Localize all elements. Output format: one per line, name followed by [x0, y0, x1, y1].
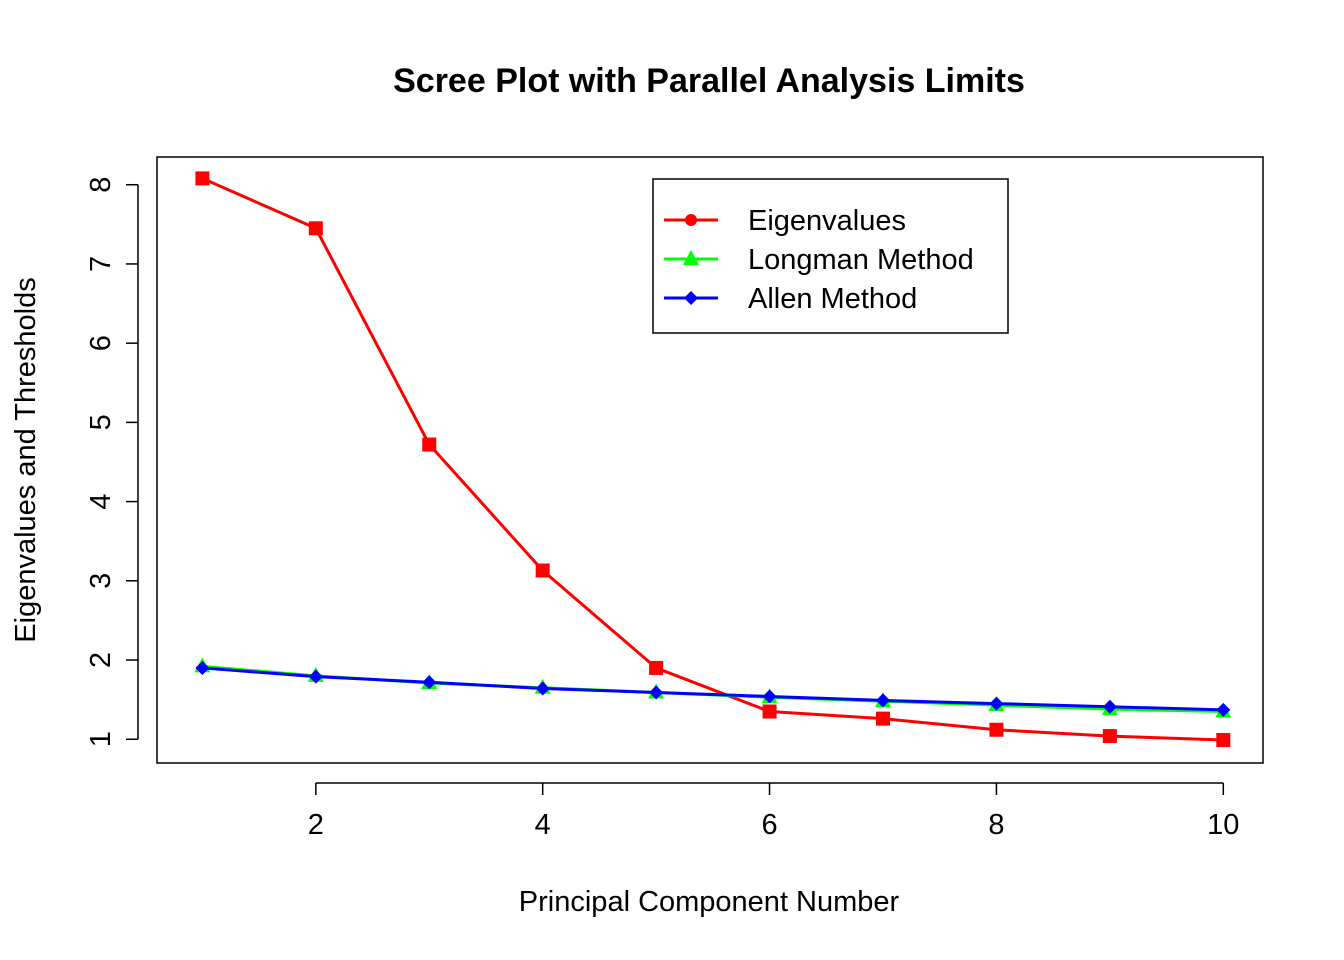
chart-title: Scree Plot with Parallel Analysis Limits	[393, 62, 1025, 100]
data-point-eigenvalues	[1102, 729, 1117, 744]
data-point-allen-method	[762, 689, 777, 704]
legend-item-longman-method: Longman Method	[664, 244, 974, 276]
plot-frame	[156, 156, 1264, 764]
series-eigenvalues	[195, 171, 1231, 748]
y-tick-label: 7	[85, 256, 117, 272]
data-point-allen-method	[649, 685, 664, 700]
series-line-allen-method	[202, 666, 1224, 712]
series-layer	[194, 171, 1232, 748]
legend-item-allen-method: Allen Method	[664, 283, 917, 315]
series-line-eigenvalues	[201, 177, 1224, 742]
data-point-eigenvalues	[422, 437, 437, 452]
data-point-eigenvalues	[535, 563, 550, 578]
y-tick-label: 1	[85, 731, 117, 747]
x-tick-label: 8	[988, 809, 1004, 841]
x-tick-label: 10	[1207, 809, 1239, 841]
legend-label: Longman Method	[748, 244, 974, 276]
y-axis: 1 2 3 4 5 6 7 8	[85, 177, 139, 747]
x-axis-label: Principal Component Number	[519, 886, 900, 918]
series-allen-method	[195, 660, 1231, 717]
legend-item-eigenvalues: Eigenvalues	[664, 205, 906, 237]
x-tick-label: 4	[535, 809, 551, 841]
x-tick-label: 6	[761, 809, 777, 841]
legend-marker	[683, 250, 699, 265]
data-point-eigenvalues	[308, 221, 323, 236]
data-point-allen-method	[308, 669, 323, 684]
y-tick-label: 8	[85, 177, 117, 193]
y-tick-label: 2	[85, 652, 117, 668]
data-point-eigenvalues	[989, 722, 1004, 737]
series-longman-method	[194, 657, 1232, 718]
legend-label: Eigenvalues	[748, 205, 906, 237]
data-point-eigenvalues	[762, 704, 777, 719]
y-tick-label: 4	[85, 494, 117, 510]
y-axis-label: Eigenvalues and Thresholds	[10, 277, 42, 642]
legend-label: Allen Method	[748, 283, 917, 315]
data-point-allen-method	[535, 681, 550, 696]
data-point-eigenvalues	[1216, 733, 1231, 748]
legend-marker	[685, 214, 697, 226]
data-point-allen-method	[989, 696, 1004, 711]
data-point-eigenvalues	[195, 171, 210, 186]
y-tick-label: 3	[85, 573, 117, 589]
legend: Eigenvalues Longman Method Allen Method	[652, 178, 1009, 334]
legend-marker	[684, 291, 698, 305]
y-tick-label: 5	[85, 414, 117, 430]
data-point-allen-method	[875, 693, 890, 708]
data-point-allen-method	[1102, 699, 1117, 714]
x-tick-label: 2	[308, 809, 324, 841]
x-axis: 2 4 6 8 10	[308, 782, 1239, 841]
data-point-eigenvalues	[875, 711, 890, 726]
data-point-allen-method	[1216, 702, 1231, 717]
data-point-eigenvalues	[649, 660, 664, 675]
data-point-allen-method	[195, 660, 210, 675]
y-tick-label: 6	[85, 335, 117, 351]
data-point-allen-method	[422, 675, 437, 690]
legend-box	[652, 178, 1009, 334]
